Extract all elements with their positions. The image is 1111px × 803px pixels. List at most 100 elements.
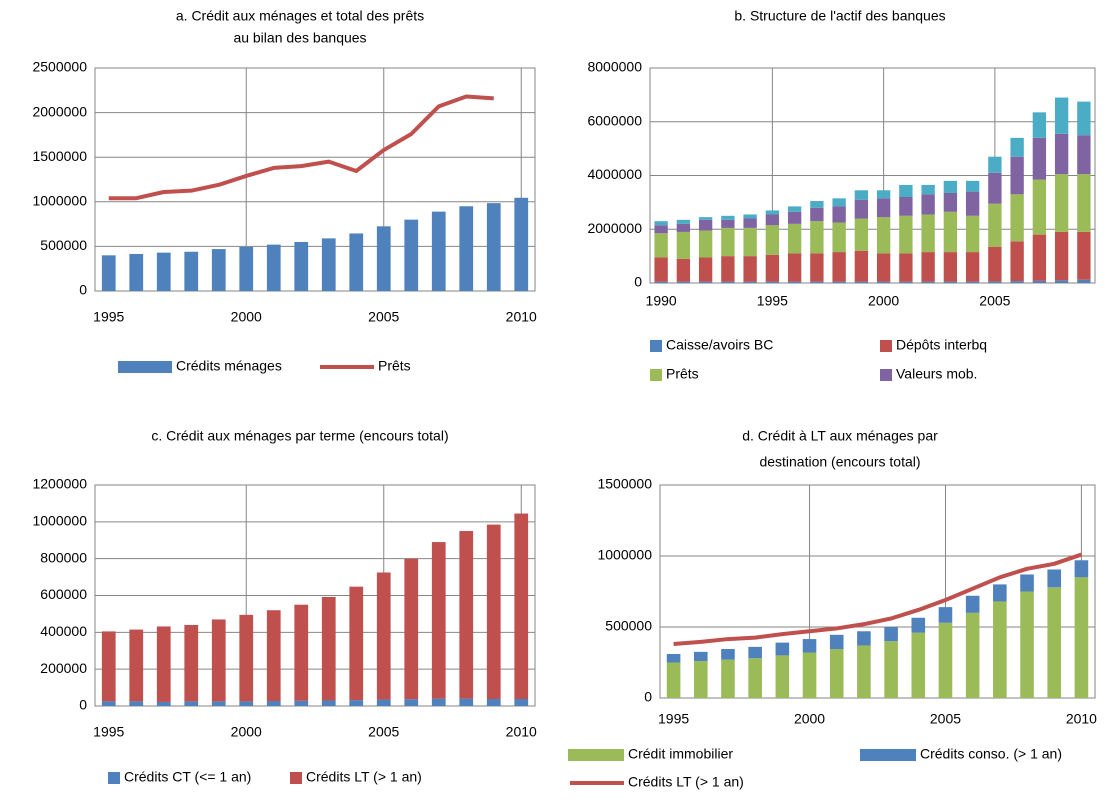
bar: [431, 542, 446, 699]
bar: [459, 698, 474, 706]
bar: [832, 222, 846, 253]
bar: [676, 219, 691, 224]
bar: [876, 198, 891, 218]
x-tick-label: 1990: [646, 293, 677, 309]
chart-title: a. Crédit aux ménages et total des prêts: [176, 8, 424, 24]
bar: [666, 662, 681, 698]
bar: [294, 700, 309, 706]
bar: [1047, 587, 1062, 698]
x-tick-label: 2000: [868, 293, 899, 309]
legend-swatch: [650, 369, 662, 381]
bar: [787, 223, 802, 254]
bar: [1054, 280, 1069, 283]
bar: [765, 210, 780, 215]
x-tick-label: 1995: [93, 309, 124, 325]
bar: [765, 225, 780, 255]
bar: [854, 199, 869, 219]
bar: [988, 172, 1002, 204]
bar: [721, 659, 735, 698]
y-tick-label: 0: [644, 689, 652, 705]
bar: [211, 619, 226, 702]
bar: [965, 180, 980, 192]
bar: [921, 194, 935, 215]
legend-label: Crédits ménages: [176, 358, 282, 374]
chart-title: b. Structure de l'actif des banques: [734, 8, 945, 24]
bar: [404, 699, 419, 706]
bar: [101, 631, 116, 702]
legend-label: Dépôts interbq: [896, 337, 987, 353]
bar: [349, 700, 364, 706]
bar: [294, 604, 309, 701]
bar: [899, 215, 913, 254]
y-tick-label: 400000: [40, 623, 87, 639]
legend-swatch: [880, 369, 892, 381]
bar: [266, 701, 281, 706]
bar: [156, 701, 171, 706]
bar: [988, 246, 1002, 282]
bar: [698, 219, 713, 231]
bar: [184, 624, 199, 702]
bar: [802, 652, 817, 698]
bar: [743, 218, 757, 228]
bar: [1010, 156, 1024, 195]
bar: [184, 251, 199, 291]
line: [108, 94, 494, 201]
bar: [1077, 174, 1091, 232]
legend-label: Crédits LT (> 1 an): [306, 769, 422, 785]
bar: [993, 601, 1007, 698]
bar: [1032, 112, 1047, 138]
bar: [965, 215, 980, 253]
bar: [654, 281, 668, 283]
bar: [431, 211, 446, 291]
bar: [876, 253, 891, 282]
legend-label: Valeurs mob.: [896, 366, 977, 382]
bar: [676, 258, 691, 282]
bar: [854, 218, 869, 251]
bar: [1047, 569, 1062, 588]
bar: [698, 281, 713, 283]
bar: [721, 215, 735, 220]
bar: [911, 632, 926, 698]
y-tick-label: 2000000: [32, 103, 87, 119]
bar: [486, 203, 501, 291]
bar: [101, 255, 116, 291]
legend-label: Caisse/avoirs BC: [666, 337, 773, 353]
y-tick-label: 1500000: [32, 148, 87, 164]
bar: [1077, 231, 1091, 280]
bar: [1032, 234, 1047, 281]
y-tick-label: 1500000: [597, 476, 652, 492]
bar: [743, 281, 757, 283]
legend-swatch: [118, 361, 172, 373]
bar: [693, 651, 708, 662]
bar: [899, 281, 913, 283]
bar: [988, 156, 1002, 173]
bar: [1077, 279, 1091, 283]
bar: [1077, 135, 1091, 175]
bar: [832, 281, 846, 283]
bar: [1054, 174, 1069, 232]
bar: [965, 252, 980, 282]
bar: [1032, 179, 1047, 235]
bar: [743, 256, 757, 282]
bar: [1010, 194, 1024, 242]
bar: [156, 626, 171, 702]
bar: [1020, 574, 1034, 592]
bar: [1074, 560, 1089, 578]
bar: [810, 207, 824, 222]
line: [673, 552, 1083, 647]
bar: [211, 701, 226, 706]
x-tick-label: 2005: [368, 724, 399, 740]
bar: [486, 524, 501, 700]
bar: [988, 203, 1002, 247]
bar: [654, 221, 668, 226]
bar: [698, 257, 713, 282]
bar: [1010, 241, 1024, 282]
y-tick-label: 1000000: [597, 547, 652, 563]
legend-label: Crédits LT (> 1 an): [628, 774, 744, 790]
bar: [765, 254, 780, 282]
bar: [266, 610, 281, 702]
bar: [654, 233, 668, 258]
bar: [921, 281, 935, 283]
bar: [876, 281, 891, 283]
